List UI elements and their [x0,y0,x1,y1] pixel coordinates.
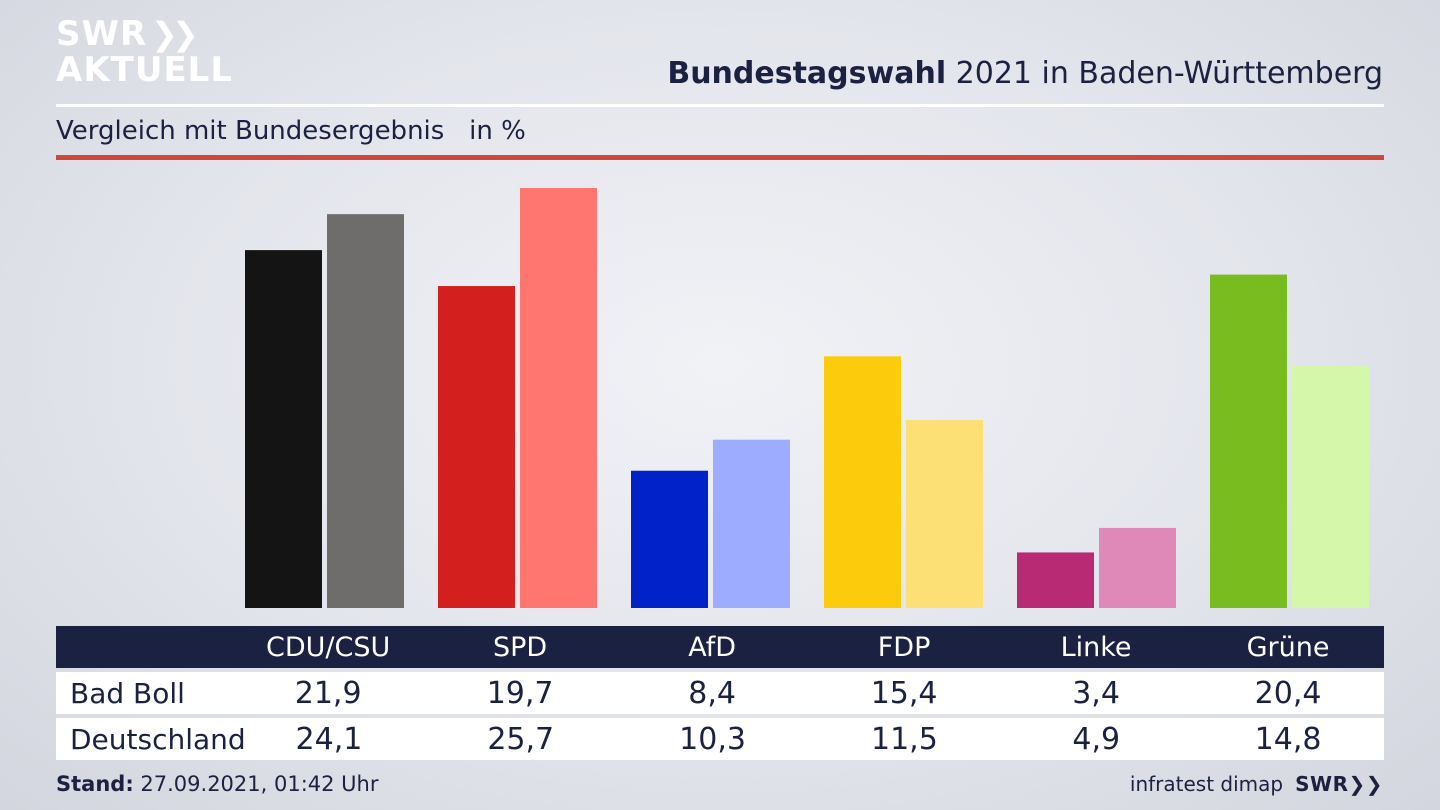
table-cell: 25,7 [487,721,555,757]
bar-linke-bad-boll [1017,552,1094,608]
table-cell: 21,9 [294,675,362,711]
swr-aktuell-logo: SWR ❯❯ AKTUELL [56,16,233,88]
bar-afd-bad-boll [631,470,708,608]
page-title: Bundestagswahl 2021 in Baden-Württemberg [667,56,1383,91]
bar-cducsu-bad-boll [245,250,322,608]
table-cell: 14,8 [1254,721,1322,757]
bar-linke-deutschland [1099,527,1176,608]
timestamp: Stand: 27.09.2021, 01:42 Uhr [56,772,379,796]
table-cell: 10,3 [679,721,746,757]
table-cell: 15,4 [870,675,938,711]
title-rest: 2021 in Baden-Württemberg [946,56,1383,91]
table-cell: 8,4 [688,675,736,711]
table-row-deutschland: Deutschland 24,1 25,7 10,3 11,5 4,9 14,8 [56,718,1384,760]
logo-line2: AKTUELL [56,50,234,90]
table-corner [56,626,232,668]
source-credit: infratest dimap SWR❯❯ [1130,772,1383,796]
table-cell: 24,1 [295,721,363,757]
bar-fdp-deutschland [906,420,983,608]
title-bold: Bundestagswahl [667,56,947,91]
table-cell: 20,4 [1254,675,1322,711]
row-label: Deutschland [70,722,246,756]
header-spd: SPD [493,631,548,663]
table-row-bad-boll: Bad Boll 21,9 19,7 8,4 15,4 3,4 20,4 [56,672,1384,714]
swr-footer-logo: SWR❯❯ [1295,772,1383,796]
bar-fdp-bad-boll [824,356,901,608]
logo-line1: SWR [56,14,148,54]
chart-subtitle: Vergleich mit Bundesergebnis in % [56,116,526,146]
bar-cducsu-deutschland [327,214,404,608]
header-fdp: FDP [877,631,931,663]
bar-grne-bad-boll [1210,274,1287,608]
bar-spd-deutschland [520,188,597,608]
timestamp-label: Stand: [56,772,134,796]
bar-chart [245,188,1369,608]
row-label: Bad Boll [70,676,185,710]
bar-afd-deutschland [713,439,790,608]
table-cell: 11,5 [871,721,938,757]
table-header-row: CDU/CSU SPD AfD FDP Linke Grüne [56,626,1384,668]
timestamp-value: 27.09.2021, 01:42 Uhr [133,772,379,796]
bar-spd-bad-boll [438,286,515,608]
source-name: infratest dimap [1129,772,1284,796]
accent-divider [56,155,1384,160]
header-gruene: Grüne [1246,631,1330,663]
title-divider [56,104,1384,107]
bar-grne-deutschland [1292,366,1369,608]
header-linke: Linke [1060,631,1132,663]
logo-chevrons: ❯❯ [151,15,199,53]
header-cdu-csu: CDU/CSU [266,631,391,663]
table-cell: 19,7 [486,675,554,711]
header-afd: AfD [688,631,736,663]
table-cell: 4,9 [1072,721,1121,757]
results-table: CDU/CSU SPD AfD FDP Linke Grüne Bad Boll… [56,626,1384,760]
table-cell: 3,4 [1072,675,1120,711]
